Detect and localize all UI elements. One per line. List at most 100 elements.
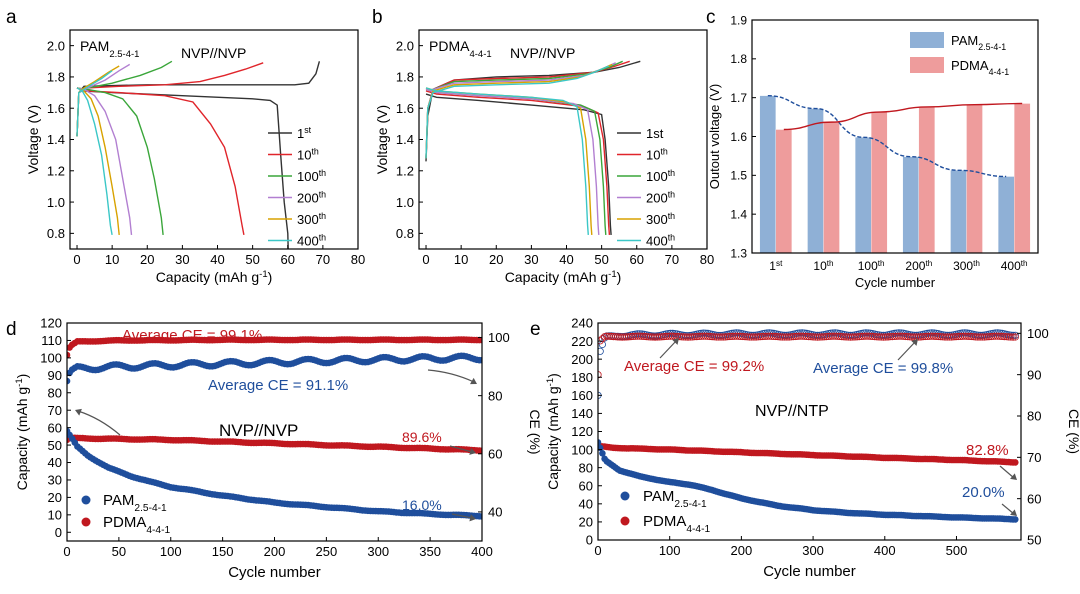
- bar-pdma-1: [775, 129, 792, 254]
- y2-tick-label: 60: [1027, 491, 1041, 506]
- x-axis-label-part: ): [617, 269, 622, 285]
- y2-tick-label: 70: [1027, 450, 1041, 465]
- y-axis-label: Voltage (V): [25, 105, 41, 174]
- arrow-pam-retention: [451, 513, 473, 519]
- x-tick-label: 200: [731, 543, 753, 558]
- legend-label-3-part: 100: [297, 169, 319, 184]
- x-axis-label: Capacity (mAh g-1): [505, 269, 622, 286]
- arrow-to-capacity-axis: [77, 410, 121, 436]
- legend-label-6-part: 400: [297, 234, 319, 249]
- x-tick-label: 50: [594, 252, 608, 267]
- y-axis-label-part: Capacity (mAh g: [14, 387, 30, 490]
- material-annotation-part: 4-4-1: [469, 49, 491, 60]
- legend-label-5: 300th: [646, 211, 675, 227]
- x-tick-label: 500: [946, 543, 968, 558]
- category-label-6-part: th: [1021, 259, 1028, 268]
- y-tick-label: 1.6: [47, 101, 65, 116]
- x-tick-label: 50: [245, 252, 259, 267]
- y-tick-label: 1.9: [730, 13, 747, 27]
- x-axis-label-part: -1: [259, 269, 267, 280]
- pam-capacity-point: [598, 439, 602, 446]
- x-tick-label: 20: [489, 252, 503, 267]
- arrow-head-pdma: [1010, 473, 1017, 480]
- arrow-head-pam: [469, 514, 476, 522]
- retention-pam-label: 16.0%: [402, 497, 442, 513]
- y-tick-label: 1.8: [47, 70, 65, 85]
- x-tick-label: 30: [175, 252, 189, 267]
- panel-letter: c: [706, 7, 716, 28]
- legend-label-3-part: th: [319, 168, 326, 178]
- pdma-ce-point: [598, 335, 607, 343]
- bar-pam-5: [950, 170, 967, 254]
- legend-label-pam: PAM2.5-4-1: [951, 33, 1006, 52]
- category-label-5: 300th: [953, 259, 980, 274]
- legend-label-2-part: 10: [646, 148, 660, 163]
- y-axis-label-part: ): [14, 374, 30, 379]
- pam-capacity-point: [599, 450, 606, 457]
- discharge-curve-5: [76, 87, 120, 235]
- legend-label-pam: PAM2.5-4-1: [643, 488, 707, 510]
- x-tick-label: 80: [351, 252, 365, 267]
- y-tick-label: 40: [579, 497, 593, 512]
- pdma-ce-point: [1011, 333, 1019, 341]
- legend-label-1: 1st: [297, 125, 312, 141]
- y-tick-label: 220: [571, 334, 593, 349]
- panel-letter: e: [530, 319, 541, 340]
- category-label-6-part: 400: [1001, 259, 1021, 273]
- legend-marker-pdma: [620, 516, 630, 526]
- y-tick-label: 90: [48, 368, 62, 383]
- data-points: [598, 329, 1019, 523]
- category-label-4-part: 200: [905, 259, 925, 273]
- category-label-4-part: th: [925, 259, 932, 268]
- legend-label-6: 400th: [297, 233, 326, 249]
- cell-annotation: NVP//NVP: [219, 421, 298, 440]
- x-axis-label-part: -1: [608, 269, 616, 280]
- x-tick-label: 400: [471, 544, 493, 559]
- y-axis-label-part: Capacity (mAh g: [545, 386, 561, 489]
- charge-curve-6: [425, 65, 609, 159]
- legend-label-5-part: 300: [297, 212, 319, 227]
- x-axis-label: Cycle number: [763, 563, 856, 580]
- y-tick-label: 80: [48, 385, 62, 400]
- panel-b-voltage-profile-pdma: b 0 10 20 30 40 50 60 70 80 0.8 1.0 1.2 1.4 1.6 1.8 2.0 C…: [372, 7, 714, 285]
- y-tick-label: 120: [571, 424, 593, 439]
- y2-tick-label: 60: [488, 446, 502, 461]
- y-tick-label: 2.0: [396, 38, 414, 53]
- x-tick-label: 70: [665, 252, 679, 267]
- legend-label-pdma-part: PDMA: [951, 58, 989, 73]
- x-tick-label: 300: [367, 544, 389, 559]
- arrow-pdma-retention: [449, 445, 473, 453]
- data-points: [67, 336, 482, 520]
- discharge-curve-3: [425, 88, 607, 235]
- y-tick-label: 30: [48, 473, 62, 488]
- pam-ce-point: [816, 331, 824, 339]
- legend-label-pam-part: 2.5-4-1: [674, 499, 707, 510]
- pdma-capacity-point: [478, 447, 482, 454]
- discharge-curve-6: [76, 87, 113, 236]
- x-tick-label: 30: [524, 252, 538, 267]
- legend-label-2-part: 10: [297, 148, 311, 163]
- arrow-ce-pdma: [659, 339, 678, 359]
- y-tick-label: 60: [579, 478, 593, 493]
- y2-axis-label: CE (%): [527, 409, 543, 454]
- y-tick-label: 1.6: [396, 101, 414, 116]
- cell-annotation: NVP//NTP: [755, 403, 829, 420]
- bar-pam-3: [855, 137, 872, 254]
- x-tick-label: 250: [316, 544, 338, 559]
- legend-swatch-pam: [910, 32, 944, 48]
- category-label-1-part: 1: [769, 259, 776, 273]
- y-tick-label: 10: [48, 508, 62, 523]
- pdma-ce-point: [598, 371, 602, 379]
- x-tick-label: 150: [212, 544, 234, 559]
- y-tick-label: 1.3: [730, 246, 747, 260]
- x-axis-label: Capacity (mAh g-1): [156, 269, 273, 286]
- category-label-1-part: st: [776, 259, 783, 268]
- pdma-ce-point: [67, 351, 71, 359]
- pdma-ce-point: [1007, 333, 1015, 341]
- y-tick-label: 0.8: [47, 226, 65, 241]
- arrow-head-pdma: [469, 447, 476, 455]
- bar-pam-6: [998, 176, 1015, 254]
- legend-label-5-part: th: [319, 211, 326, 221]
- x-tick-label: 60: [281, 252, 295, 267]
- pam-capacity-point: [478, 513, 482, 520]
